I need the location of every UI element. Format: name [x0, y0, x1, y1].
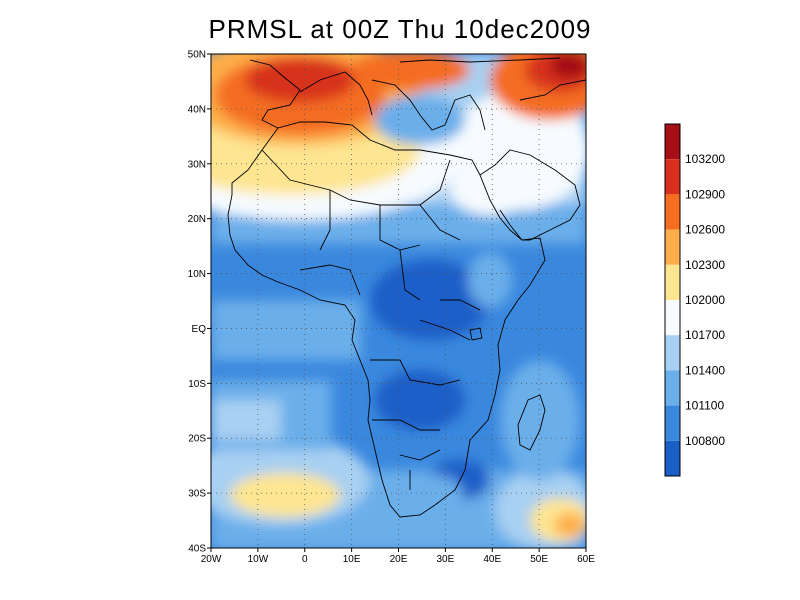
colorbar-swatch — [665, 159, 680, 195]
lat-tick-label: 10N — [188, 269, 206, 280]
colorbar: 103200 102900 102600 102300 102000 101700 1014… — [664, 123, 725, 477]
colorbar-swatch — [665, 264, 680, 300]
colorbar-label: 103200 — [685, 152, 725, 166]
colorbar-swatch — [665, 194, 680, 230]
colorbar-label: 102300 — [685, 258, 725, 272]
colorbar-label: 102600 — [685, 223, 725, 237]
latitude-ticks: 50N 40N 30N 20N 10N EQ 10S 20S 30S 40S — [188, 50, 211, 555]
lat-tick-label: 20N — [188, 214, 206, 225]
lat-tick-label: 20S — [188, 434, 206, 445]
lat-tick-label: 30S — [188, 489, 206, 500]
colorbar-swatch — [665, 405, 680, 441]
lon-tick-label: 10E — [343, 554, 361, 565]
colorbar-label: 102000 — [685, 293, 725, 307]
lon-tick-label: 40E — [483, 554, 501, 565]
lat-tick-label: EQ — [192, 324, 207, 335]
lon-tick-label: 20E — [390, 554, 408, 565]
country-borders — [261, 149, 481, 490]
colorbar-label: 102900 — [685, 187, 725, 201]
lon-tick-label: 50E — [530, 554, 548, 565]
lat-tick-label: 50N — [188, 50, 206, 61]
map-title: PRMSL at 00Z Thu 10dec2009 — [208, 14, 592, 44]
colorbar-swatch — [665, 229, 680, 265]
colorbar-swatch — [665, 124, 680, 160]
colorbar-swatch — [665, 335, 680, 371]
colorbar-swatch — [665, 300, 680, 336]
lon-tick-label: 20W — [201, 554, 222, 565]
colorbar-swatch — [665, 440, 680, 476]
europe-coastline — [249, 57, 586, 131]
colorbar-label: 101100 — [685, 399, 724, 413]
madagascar-coastline — [517, 394, 546, 451]
lat-tick-label: 30N — [188, 159, 206, 170]
lat-tick-label: 40S — [188, 544, 206, 555]
longitude-ticks: 20W 10W 0 10E 20E 30E 40E 50E 60E — [201, 548, 595, 565]
lon-tick-label: 60E — [577, 554, 595, 565]
lon-tick-label: 30E — [436, 554, 454, 565]
lon-tick-label: 0 — [302, 554, 308, 565]
arabia-coastline — [479, 149, 581, 241]
pressure-field — [211, 54, 586, 548]
colorbar-label: 100800 — [685, 434, 725, 448]
colorbar-label: 101700 — [685, 328, 725, 342]
lat-tick-label: 40N — [188, 104, 206, 115]
africa-coastline — [227, 121, 546, 518]
colorbar-swatch — [665, 370, 680, 406]
colorbar-label: 101400 — [685, 363, 725, 377]
lon-tick-label: 10W — [248, 554, 269, 565]
lat-tick-label: 10S — [188, 379, 206, 390]
